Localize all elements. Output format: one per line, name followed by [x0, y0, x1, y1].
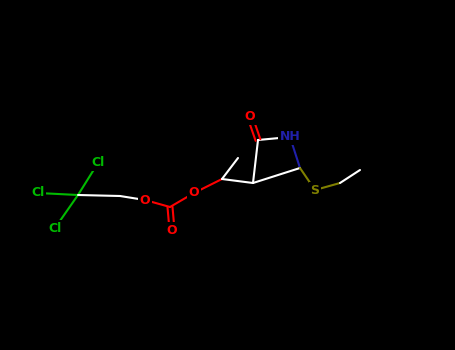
Text: Cl: Cl: [91, 156, 105, 169]
Text: O: O: [245, 111, 255, 124]
Text: Cl: Cl: [31, 187, 45, 199]
Text: NH: NH: [280, 131, 300, 144]
Text: O: O: [167, 224, 177, 237]
Text: Cl: Cl: [48, 222, 61, 235]
Text: S: S: [310, 183, 319, 196]
Text: O: O: [140, 194, 150, 206]
Text: O: O: [189, 187, 199, 199]
